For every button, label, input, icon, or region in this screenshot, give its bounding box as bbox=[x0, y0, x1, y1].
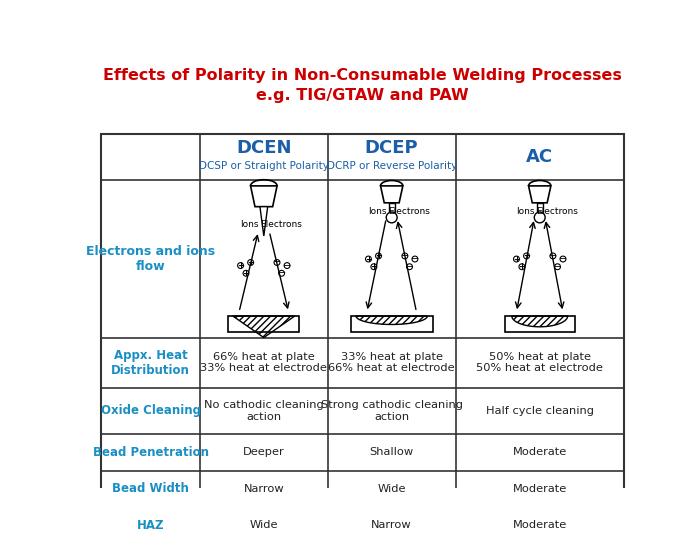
Circle shape bbox=[412, 256, 418, 262]
Text: +: + bbox=[375, 252, 382, 260]
Text: −: − bbox=[405, 262, 414, 272]
Text: Strong cathodic cleaning
action: Strong cathodic cleaning action bbox=[321, 400, 463, 421]
Text: −: − bbox=[401, 251, 409, 261]
Polygon shape bbox=[505, 316, 575, 332]
Text: 50% heat at plate
50% heat at electrode: 50% heat at plate 50% heat at electrode bbox=[476, 352, 603, 373]
Circle shape bbox=[365, 256, 372, 262]
Polygon shape bbox=[381, 186, 402, 203]
Text: HAZ: HAZ bbox=[137, 518, 164, 532]
Text: −: − bbox=[559, 254, 567, 264]
Polygon shape bbox=[228, 316, 300, 332]
Text: No cathodic cleaning
action: No cathodic cleaning action bbox=[204, 400, 323, 421]
Text: DCSP or Straight Polarity: DCSP or Straight Polarity bbox=[199, 161, 329, 171]
Text: Half cycle cleaning: Half cycle cleaning bbox=[486, 406, 594, 416]
Text: Effects of Polarity in Non-Consumable Welding Processes
e.g. TIG/GTAW and PAW: Effects of Polarity in Non-Consumable We… bbox=[103, 68, 622, 103]
Text: −: − bbox=[273, 258, 281, 267]
Text: −: − bbox=[283, 261, 291, 271]
Text: +: + bbox=[370, 262, 377, 271]
Text: −: − bbox=[411, 254, 419, 264]
Text: −: − bbox=[278, 269, 286, 278]
Polygon shape bbox=[251, 186, 277, 207]
Circle shape bbox=[519, 264, 525, 270]
Circle shape bbox=[524, 253, 529, 259]
Polygon shape bbox=[537, 203, 542, 212]
Circle shape bbox=[550, 253, 556, 259]
Circle shape bbox=[243, 270, 249, 276]
Text: Bead Width: Bead Width bbox=[112, 482, 189, 495]
Circle shape bbox=[534, 212, 545, 223]
Circle shape bbox=[279, 270, 285, 276]
Text: Wide: Wide bbox=[250, 520, 278, 530]
Polygon shape bbox=[351, 316, 433, 332]
Text: Deeper: Deeper bbox=[243, 447, 285, 457]
Text: Shallow: Shallow bbox=[370, 447, 414, 457]
Text: AC: AC bbox=[526, 147, 553, 165]
Text: +: + bbox=[365, 254, 372, 264]
Text: Ions: Ions bbox=[516, 207, 534, 216]
Circle shape bbox=[407, 264, 412, 270]
Text: +: + bbox=[519, 262, 526, 271]
Text: DCEP: DCEP bbox=[365, 139, 419, 157]
Circle shape bbox=[274, 260, 280, 265]
Text: DCRP or Reverse Polarity: DCRP or Reverse Polarity bbox=[327, 161, 457, 171]
Text: Electrons: Electrons bbox=[260, 220, 302, 229]
Circle shape bbox=[284, 262, 290, 269]
Text: Wide: Wide bbox=[377, 484, 406, 494]
Text: −: − bbox=[554, 262, 561, 272]
Circle shape bbox=[237, 262, 244, 269]
Polygon shape bbox=[528, 186, 551, 203]
Text: Appx. Heat
Distribution: Appx. Heat Distribution bbox=[111, 349, 190, 376]
Text: Oxide Cleaning: Oxide Cleaning bbox=[101, 404, 201, 417]
Text: Electrons: Electrons bbox=[388, 207, 430, 216]
Text: 66% heat at plate
33% heat at electrode: 66% heat at plate 33% heat at electrode bbox=[200, 352, 328, 373]
Circle shape bbox=[554, 264, 561, 270]
Text: +: + bbox=[513, 254, 520, 264]
Text: Ions: Ions bbox=[368, 207, 386, 216]
Text: Narrow: Narrow bbox=[244, 484, 284, 494]
Circle shape bbox=[248, 260, 253, 265]
Text: Moderate: Moderate bbox=[512, 484, 567, 494]
Circle shape bbox=[560, 256, 566, 262]
Polygon shape bbox=[260, 207, 267, 236]
Text: +: + bbox=[247, 258, 254, 267]
Text: Moderate: Moderate bbox=[512, 520, 567, 530]
Polygon shape bbox=[389, 203, 395, 212]
Text: +: + bbox=[237, 261, 244, 270]
Text: Moderate: Moderate bbox=[512, 447, 567, 457]
Text: +: + bbox=[242, 269, 249, 278]
Text: Narrow: Narrow bbox=[372, 520, 412, 530]
Circle shape bbox=[376, 253, 382, 259]
Text: 33% heat at plate
66% heat at electrode: 33% heat at plate 66% heat at electrode bbox=[328, 352, 455, 373]
Circle shape bbox=[371, 264, 377, 270]
Text: −: − bbox=[549, 251, 557, 261]
Text: Bead Penetration: Bead Penetration bbox=[92, 446, 209, 459]
Circle shape bbox=[402, 253, 408, 259]
Text: +: + bbox=[523, 252, 530, 260]
Text: DCEN: DCEN bbox=[236, 139, 292, 157]
Circle shape bbox=[386, 212, 397, 223]
Text: Electrons and ions
flow: Electrons and ions flow bbox=[86, 244, 215, 273]
Text: Electrons: Electrons bbox=[536, 207, 578, 216]
Circle shape bbox=[514, 256, 519, 262]
Text: Ions: Ions bbox=[240, 220, 258, 229]
